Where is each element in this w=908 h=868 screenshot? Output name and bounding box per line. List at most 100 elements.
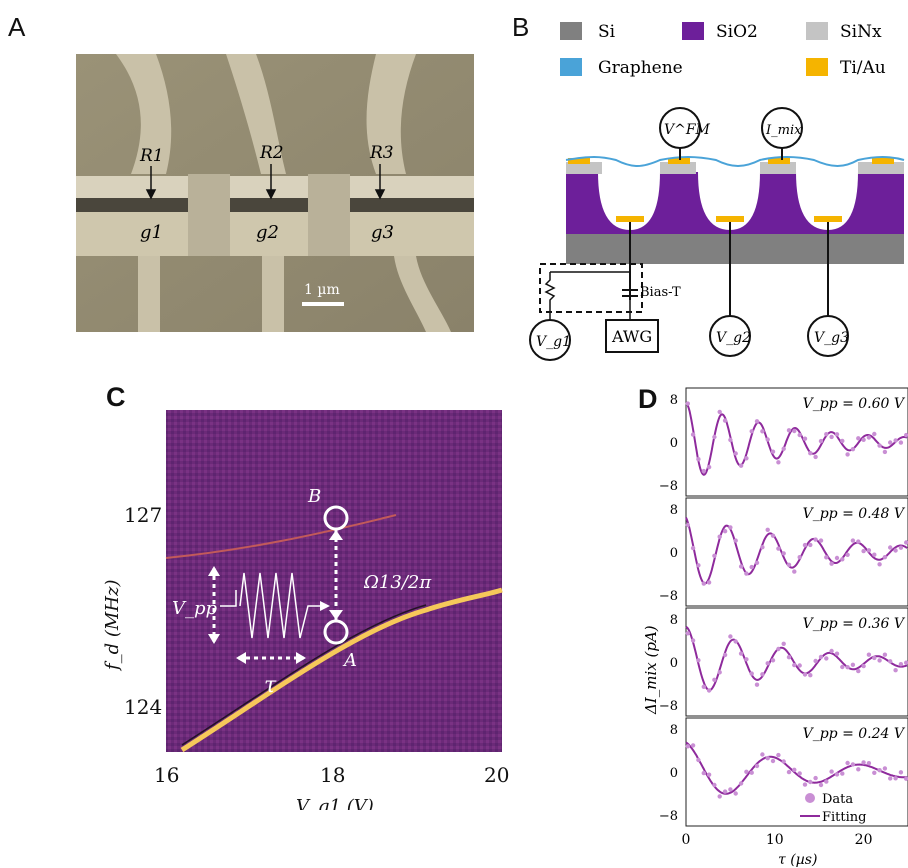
data-point bbox=[712, 782, 717, 788]
vpp-label: V_pp bbox=[172, 598, 218, 619]
d-ytick: 8 bbox=[670, 503, 678, 518]
data-point bbox=[882, 766, 888, 771]
data-point bbox=[760, 752, 765, 757]
legend-tiau: Ti/Au bbox=[840, 58, 886, 78]
d-xtick: 20 bbox=[855, 832, 873, 848]
legend-sinx: SiNx bbox=[840, 22, 882, 42]
awg-label: AWG bbox=[611, 327, 652, 346]
data-point bbox=[786, 769, 792, 775]
data-point bbox=[866, 548, 872, 553]
d-xtick: 0 bbox=[682, 832, 691, 848]
data-point bbox=[872, 655, 877, 661]
legend-si: Si bbox=[598, 22, 616, 42]
panel-label-a: A bbox=[8, 12, 26, 42]
data-point bbox=[717, 794, 722, 799]
data-point bbox=[754, 419, 760, 424]
data-point bbox=[850, 538, 856, 543]
data-point bbox=[733, 538, 738, 543]
data-point bbox=[749, 564, 754, 570]
data-point bbox=[754, 682, 760, 687]
c-ytick-124: 124 bbox=[124, 695, 162, 719]
data-point bbox=[792, 569, 797, 574]
data-point bbox=[824, 555, 829, 560]
data-point bbox=[792, 428, 797, 434]
data-point bbox=[888, 440, 893, 445]
data-point bbox=[765, 437, 770, 442]
scale-bar-label: 1 µm bbox=[304, 282, 340, 298]
gate-label-g2: g2 bbox=[256, 222, 279, 243]
gate-vg2: V_g2 bbox=[716, 330, 751, 346]
d-xtick: 10 bbox=[766, 832, 784, 848]
fit-line bbox=[685, 402, 908, 476]
data-point bbox=[888, 545, 893, 550]
data-point bbox=[744, 769, 749, 774]
data-point bbox=[765, 661, 770, 666]
data-point bbox=[770, 758, 776, 764]
data-point bbox=[690, 545, 696, 551]
data-point bbox=[760, 672, 765, 677]
data-point bbox=[845, 665, 850, 670]
data-point bbox=[850, 762, 856, 767]
data-point bbox=[706, 464, 712, 470]
d-ylabel: ΔI_mix (pA) bbox=[642, 625, 660, 715]
data-point bbox=[904, 432, 908, 438]
data-point bbox=[797, 663, 802, 668]
data-point bbox=[738, 651, 744, 656]
data-point bbox=[888, 659, 893, 664]
data-point bbox=[738, 463, 744, 468]
data-point bbox=[776, 546, 781, 551]
data-point bbox=[701, 468, 706, 474]
data-point bbox=[685, 522, 690, 528]
data-point bbox=[904, 540, 908, 545]
gate-label-g3: g3 bbox=[371, 222, 394, 243]
data-point bbox=[797, 771, 802, 776]
data-point bbox=[792, 662, 797, 668]
data-point bbox=[824, 779, 829, 784]
vpp-series-label: V_pp = 0.36 V bbox=[803, 616, 906, 632]
legend-data-label: Data bbox=[822, 792, 853, 807]
data-point bbox=[733, 791, 738, 796]
data-point bbox=[866, 761, 872, 766]
data-point bbox=[872, 552, 877, 557]
data-point bbox=[856, 668, 861, 674]
data-point bbox=[802, 672, 808, 677]
probe-imix: I_mix bbox=[765, 123, 802, 138]
data-point bbox=[802, 436, 808, 441]
data-point bbox=[813, 454, 818, 460]
data-point bbox=[840, 557, 845, 562]
panel-label-c: C bbox=[106, 382, 126, 412]
data-point bbox=[877, 658, 882, 663]
data-point bbox=[744, 456, 749, 461]
data-point bbox=[824, 656, 829, 661]
gate-vg3: V_g3 bbox=[814, 330, 849, 346]
data-point bbox=[893, 668, 898, 673]
data-point bbox=[813, 537, 818, 542]
data-point bbox=[898, 440, 904, 445]
scale-bar bbox=[302, 302, 344, 306]
legend-data-marker bbox=[805, 793, 815, 803]
resistor-label-r2: R2 bbox=[259, 143, 284, 163]
data-point bbox=[797, 432, 802, 438]
data-point bbox=[701, 770, 706, 776]
data-point bbox=[776, 646, 781, 652]
data-point bbox=[717, 670, 722, 675]
data-point bbox=[792, 767, 797, 772]
data-point bbox=[893, 776, 898, 781]
data-point bbox=[744, 571, 749, 576]
data-point bbox=[770, 533, 776, 538]
d-ytick: 8 bbox=[670, 613, 678, 628]
data-point bbox=[834, 432, 840, 437]
data-point bbox=[733, 639, 738, 644]
data-point bbox=[717, 534, 722, 539]
data-point bbox=[808, 451, 813, 456]
data-point bbox=[850, 662, 856, 667]
c-xtick-18: 18 bbox=[320, 763, 345, 787]
data-point bbox=[712, 677, 717, 682]
c-xlabel: V_g1 (V) bbox=[296, 796, 374, 810]
data-point bbox=[861, 437, 866, 442]
resistor-label-r1: R1 bbox=[139, 146, 164, 166]
data-point bbox=[877, 768, 882, 773]
data-point bbox=[808, 779, 813, 785]
data-point bbox=[696, 457, 701, 462]
data-point bbox=[722, 789, 728, 794]
